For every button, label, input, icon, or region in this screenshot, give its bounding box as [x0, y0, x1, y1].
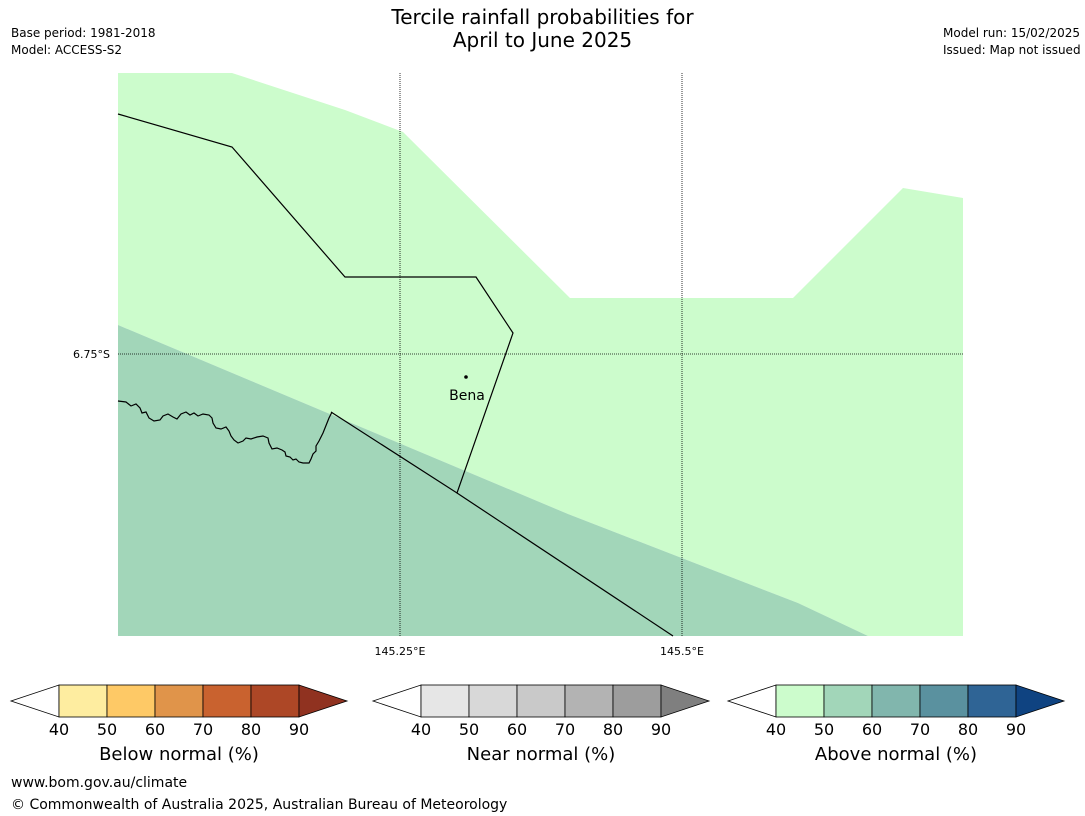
colorbar-below-tick-label: 90 — [289, 720, 309, 739]
colorbar-near-tick-label: 50 — [459, 720, 479, 739]
colorbar-below-tick-label: 60 — [145, 720, 165, 739]
colorbar-above-extend-low — [726, 684, 777, 718]
colorbar-below-swatch-60 — [154, 684, 204, 718]
title-line-2: April to June 2025 — [452, 28, 633, 52]
colorbar-below-swatch-80 — [250, 684, 300, 718]
lon-label-145-25: 145.25°E — [375, 645, 426, 658]
issued-status: Issued: Map not issued — [943, 43, 1081, 57]
colorbar-near-extend-high — [660, 684, 711, 718]
copyright-text: © Commonwealth of Australia 2025, Austra… — [11, 797, 508, 813]
colorbar-near-extend-low — [371, 684, 422, 718]
colorbar-near-normal: 40 50 60 70 80 90 — [371, 684, 711, 739]
colorbar-below-swatch-40 — [58, 684, 108, 718]
colorbar-below-tick-label: 40 — [49, 720, 69, 739]
colorbar-above-tick-label: 70 — [910, 720, 930, 739]
colorbar-above-extend-high — [1015, 684, 1066, 718]
town-marker-bena — [464, 375, 468, 379]
colorbar-near-swatch-60 — [516, 684, 566, 718]
lat-label: 6.75°S — [73, 348, 110, 361]
colorbar-above-swatch-50 — [823, 684, 873, 718]
province-boundary-south — [456, 492, 674, 637]
above-normal-60-region — [118, 325, 868, 636]
base-period: Base period: 1981-2018 — [11, 26, 156, 40]
colorbar-near-swatch-50 — [468, 684, 518, 718]
colorbar-near-tick-label: 70 — [555, 720, 575, 739]
coastline — [117, 400, 333, 464]
lon-label-145-5: 145.5°E — [660, 645, 704, 658]
colorbar-below-normal: 40 50 60 70 80 90 — [9, 684, 349, 739]
colorbar-above-tick-label: 50 — [814, 720, 834, 739]
colorbar-above-tick-label: 90 — [1006, 720, 1026, 739]
footer: www.bom.gov.au/climate © Commonwealth of… — [11, 772, 507, 816]
colorbar-above-normal: 40 50 60 70 80 90 — [726, 684, 1066, 739]
colorbar-title-above: Above normal (%) — [814, 744, 978, 765]
header-left-info: Base period: 1981-2018 Model: ACCESS-S2 — [11, 25, 156, 59]
colorbar-title-near: Near normal (%) — [466, 744, 616, 765]
colorbar-near-tick-label: 60 — [507, 720, 527, 739]
map-title: Tercile rainfall probabilities for April… — [0, 6, 1085, 52]
website-text: www.bom.gov.au/climate — [11, 775, 188, 791]
colorbar-below-tick-label: 70 — [193, 720, 213, 739]
colorbar-below-swatch-50 — [106, 684, 156, 718]
colorbar-above-swatch-60 — [871, 684, 921, 718]
colorbar-near-tick-label: 80 — [603, 720, 623, 739]
colorbar-near-swatch-80 — [612, 684, 662, 718]
model-run: Model run: 15/02/2025 — [943, 26, 1081, 40]
colorbar-title-below: Below normal (%) — [99, 744, 259, 765]
colorbar-below-tick-label: 50 — [97, 720, 117, 739]
colorbar-near-swatch-70 — [564, 684, 614, 718]
colorbar-near-tick-label: 40 — [411, 720, 431, 739]
colorbar-near-swatch-40 — [420, 684, 470, 718]
model-name: Model: ACCESS-S2 — [11, 43, 123, 57]
colorbar-below-extend-high — [298, 684, 349, 718]
colorbar-above-swatch-40 — [775, 684, 825, 718]
title-line-1: Tercile rainfall probabilities for — [391, 5, 694, 29]
colorbar-above-tick-label: 40 — [766, 720, 786, 739]
above-normal-50-region — [118, 73, 963, 636]
town-label-bena: Bena — [449, 388, 485, 404]
colorbar-above-tick-label: 80 — [958, 720, 978, 739]
colorbar-near-tick-label: 90 — [651, 720, 671, 739]
colorbar-below-extend-low — [9, 684, 60, 718]
colorbar-above-swatch-70 — [919, 684, 969, 718]
colorbar-above-tick-label: 60 — [862, 720, 882, 739]
colorbar-below-swatch-70 — [202, 684, 252, 718]
colorbar-below-tick-label: 80 — [241, 720, 261, 739]
colorbar-above-swatch-80 — [967, 684, 1017, 718]
header-right-info: Model run: 15/02/2025 Issued: Map not is… — [943, 25, 1081, 59]
